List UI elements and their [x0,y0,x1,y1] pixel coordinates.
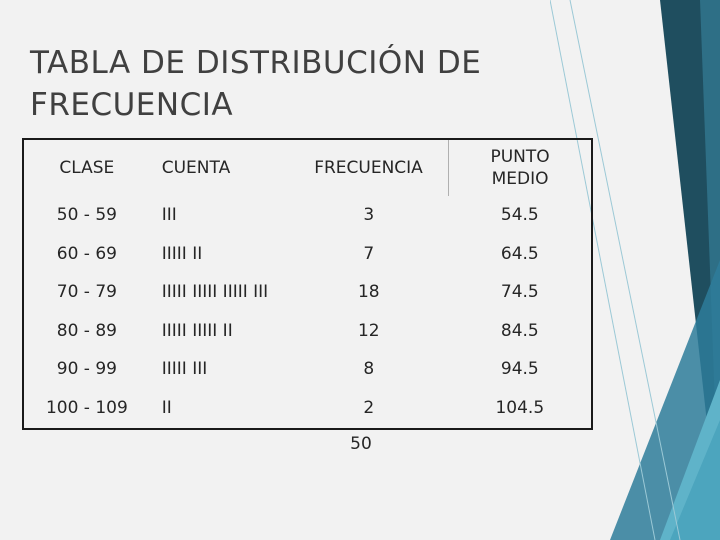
cell-punto-medio: 64.5 [500,243,539,264]
header-frecuencia: FRECUENCIA [314,158,423,178]
header-cuenta: CUENTA [161,158,231,178]
title-line-2: FRECUENCIA [30,87,234,123]
slide-title: TABLA DE DISTRIBUCIÓN DE FRECUENCIA [30,42,550,126]
cell-punto-medio: 104.5 [495,398,545,419]
table-row: 50 - 59 III 3 54.5 [23,196,592,235]
header-clase: CLASE [59,158,115,178]
table-row: 100 - 109 II 2 104.5 [23,389,592,430]
table-row: 60 - 69 IIIII II 7 64.5 [23,235,592,274]
cell-cuenta: IIIII III [161,359,208,380]
header-punto-medio-line-2: MEDIO [491,169,549,189]
cell-cuenta: IIIII II [161,243,203,264]
cell-cuenta: IIIII IIIII II [161,320,233,341]
header-punto-medio-line-1: PUNTO [490,147,550,167]
total-frecuencia: 50 [350,434,372,454]
cell-frecuencia: 2 [363,398,375,419]
table-row: 80 - 89 IIIII IIIII II 12 84.5 [23,312,592,351]
cell-cuenta: III [161,205,177,226]
cell-clase: 50 - 59 [56,205,117,226]
cell-frecuencia: 8 [363,359,375,380]
cell-punto-medio: 54.5 [500,205,539,226]
cell-clase: 100 - 109 [45,398,128,419]
cell-punto-medio: 94.5 [500,359,539,380]
cell-clase: 70 - 79 [56,282,117,303]
cell-clase: 60 - 69 [56,243,117,264]
cell-frecuencia: 3 [363,205,375,226]
table-header-row: CLASE CUENTA FRECUENCIA PUNTO MEDIO [23,139,592,196]
table-row: 70 - 79 IIIII IIIII IIIII III 18 74.5 [23,273,592,312]
cell-punto-medio: 84.5 [500,320,539,341]
cell-frecuencia: 12 [357,320,380,341]
cell-frecuencia: 18 [357,282,380,303]
cell-cuenta: II [161,398,172,419]
cell-punto-medio: 74.5 [500,282,539,303]
decorative-corner-shapes [550,0,720,540]
cell-clase: 90 - 99 [56,359,117,380]
header-punto-medio: PUNTO MEDIO [448,139,592,196]
cell-frecuencia: 7 [363,243,375,264]
frequency-table: CLASE CUENTA FRECUENCIA PUNTO MEDIO 50 -… [22,138,593,430]
title-line-1: TABLA DE DISTRIBUCIÓN DE [30,45,482,81]
cell-clase: 80 - 89 [56,320,117,341]
table-row: 90 - 99 IIIII III 8 94.5 [23,350,592,389]
cell-cuenta: IIIII IIIII IIIII III [161,282,269,303]
